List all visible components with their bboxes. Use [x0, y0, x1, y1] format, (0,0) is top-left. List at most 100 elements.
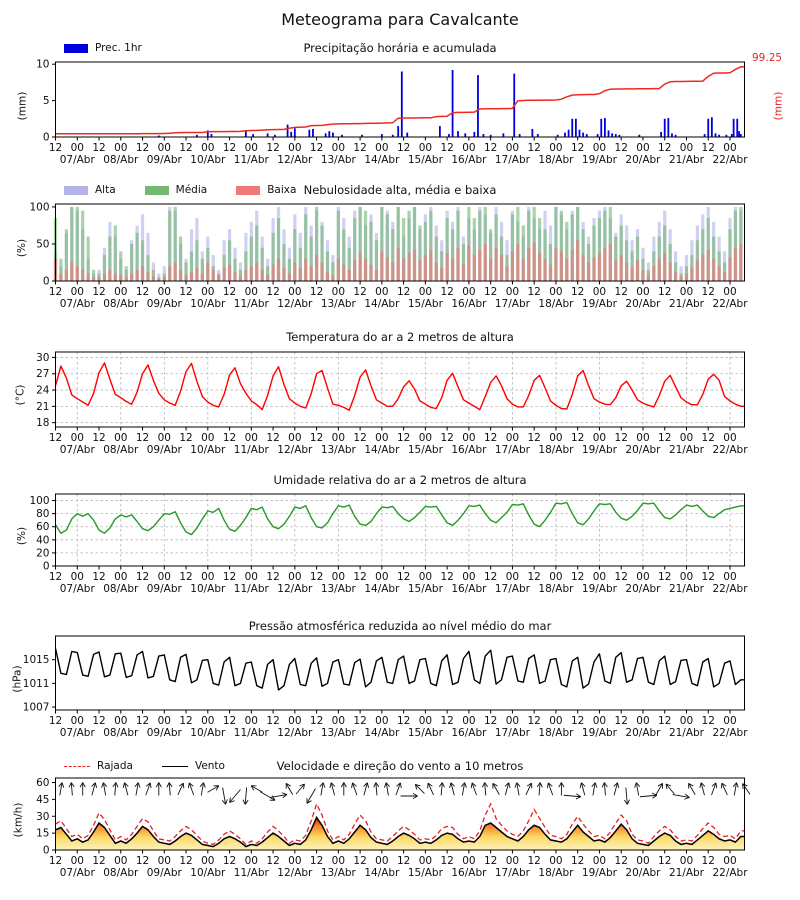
svg-text:22/Abr: 22/Abr	[712, 583, 748, 595]
svg-text:12: 12	[310, 855, 323, 867]
temp-title: Temperatura do ar a 2 metros de altura	[286, 330, 514, 344]
svg-text:09/Abr: 09/Abr	[147, 298, 183, 310]
svg-text:20: 20	[36, 547, 49, 559]
svg-text:12: 12	[615, 432, 628, 444]
svg-text:10/Abr: 10/Abr	[190, 298, 226, 310]
svg-text:00: 00	[288, 432, 301, 444]
svg-text:17/Abr: 17/Abr	[495, 298, 531, 310]
svg-text:17/Abr: 17/Abr	[495, 867, 531, 879]
svg-text:00: 00	[419, 855, 432, 867]
svg-text:12: 12	[136, 432, 149, 444]
svg-text:12: 12	[179, 286, 192, 298]
svg-text:12: 12	[136, 571, 149, 583]
svg-text:00: 00	[506, 571, 519, 583]
svg-text:12: 12	[702, 855, 715, 867]
svg-text:00: 00	[114, 715, 127, 727]
svg-text:1011: 1011	[23, 678, 50, 690]
svg-text:12/Abr: 12/Abr	[277, 154, 313, 166]
svg-text:12: 12	[397, 855, 410, 867]
svg-text:11/Abr: 11/Abr	[234, 583, 270, 595]
svg-text:12: 12	[223, 855, 236, 867]
svg-text:00: 00	[593, 286, 606, 298]
svg-text:18/Abr: 18/Abr	[538, 727, 574, 739]
svg-text:45: 45	[36, 794, 49, 806]
svg-text:21/Abr: 21/Abr	[669, 444, 705, 456]
svg-text:12: 12	[136, 715, 149, 727]
svg-text:27: 27	[36, 368, 49, 380]
svg-text:09/Abr: 09/Abr	[147, 444, 183, 456]
svg-text:00: 00	[723, 286, 736, 298]
svg-text:12: 12	[223, 286, 236, 298]
svg-text:1015: 1015	[23, 654, 50, 666]
wind-ylabel-box: (km/h)	[0, 803, 48, 838]
svg-text:15/Abr: 15/Abr	[408, 727, 444, 739]
svg-text:00: 00	[375, 432, 388, 444]
svg-text:00: 00	[506, 855, 519, 867]
svg-text:10: 10	[36, 59, 49, 71]
svg-text:00: 00	[723, 571, 736, 583]
svg-text:18/Abr: 18/Abr	[538, 154, 574, 166]
svg-text:00: 00	[636, 142, 649, 154]
svg-text:07/Abr: 07/Abr	[60, 154, 96, 166]
svg-text:00: 00	[158, 571, 171, 583]
svg-text:12: 12	[353, 571, 366, 583]
svg-text:08/Abr: 08/Abr	[103, 154, 139, 166]
svg-text:20/Abr: 20/Abr	[625, 727, 661, 739]
svg-text:12: 12	[440, 142, 453, 154]
svg-text:11/Abr: 11/Abr	[234, 154, 270, 166]
svg-text:19/Abr: 19/Abr	[582, 583, 618, 595]
svg-text:00: 00	[506, 286, 519, 298]
svg-text:00: 00	[375, 142, 388, 154]
vento-line-sample	[161, 765, 188, 767]
svg-text:12: 12	[571, 142, 584, 154]
svg-text:12: 12	[92, 142, 105, 154]
svg-text:00: 00	[288, 715, 301, 727]
svg-text:00: 00	[71, 571, 84, 583]
svg-text:12: 12	[571, 571, 584, 583]
svg-text:00: 00	[332, 571, 345, 583]
svg-text:12: 12	[397, 571, 410, 583]
svg-text:14/Abr: 14/Abr	[364, 154, 400, 166]
svg-text:12: 12	[527, 286, 540, 298]
svg-text:18/Abr: 18/Abr	[538, 444, 574, 456]
svg-text:21/Abr: 21/Abr	[669, 867, 705, 879]
svg-text:09/Abr: 09/Abr	[147, 583, 183, 595]
svg-text:12: 12	[49, 855, 62, 867]
svg-text:19/Abr: 19/Abr	[582, 154, 618, 166]
svg-text:00: 00	[593, 855, 606, 867]
svg-text:12: 12	[484, 432, 497, 444]
svg-text:00: 00	[723, 142, 736, 154]
svg-text:18/Abr: 18/Abr	[538, 867, 574, 879]
svg-text:12: 12	[440, 432, 453, 444]
temp-ylabel: (°C)	[14, 384, 26, 406]
svg-text:00: 00	[723, 432, 736, 444]
svg-text:22/Abr: 22/Abr	[712, 154, 748, 166]
svg-text:00: 00	[723, 855, 736, 867]
svg-text:12: 12	[49, 715, 62, 727]
svg-text:00: 00	[462, 715, 475, 727]
svg-text:12: 12	[571, 715, 584, 727]
svg-text:00: 00	[593, 571, 606, 583]
accum-total-label: 99.25	[752, 52, 783, 64]
baixa-swatch	[236, 185, 261, 195]
svg-text:00: 00	[158, 142, 171, 154]
svg-text:00: 00	[549, 432, 562, 444]
svg-text:14/Abr: 14/Abr	[364, 444, 400, 456]
svg-text:5: 5	[43, 95, 50, 107]
svg-text:10/Abr: 10/Abr	[190, 727, 226, 739]
svg-text:12: 12	[353, 432, 366, 444]
svg-text:100: 100	[29, 495, 49, 507]
svg-text:00: 00	[636, 432, 649, 444]
svg-text:12: 12	[49, 571, 62, 583]
svg-text:20/Abr: 20/Abr	[625, 154, 661, 166]
svg-text:00: 00	[636, 571, 649, 583]
svg-text:12: 12	[49, 432, 62, 444]
svg-text:13/Abr: 13/Abr	[321, 298, 357, 310]
svg-text:12: 12	[179, 432, 192, 444]
svg-text:19/Abr: 19/Abr	[582, 444, 618, 456]
svg-text:09/Abr: 09/Abr	[147, 867, 183, 879]
cloud-ylabel: (%)	[15, 238, 28, 258]
svg-text:00: 00	[462, 855, 475, 867]
svg-text:10/Abr: 10/Abr	[190, 867, 226, 879]
svg-text:12: 12	[702, 286, 715, 298]
